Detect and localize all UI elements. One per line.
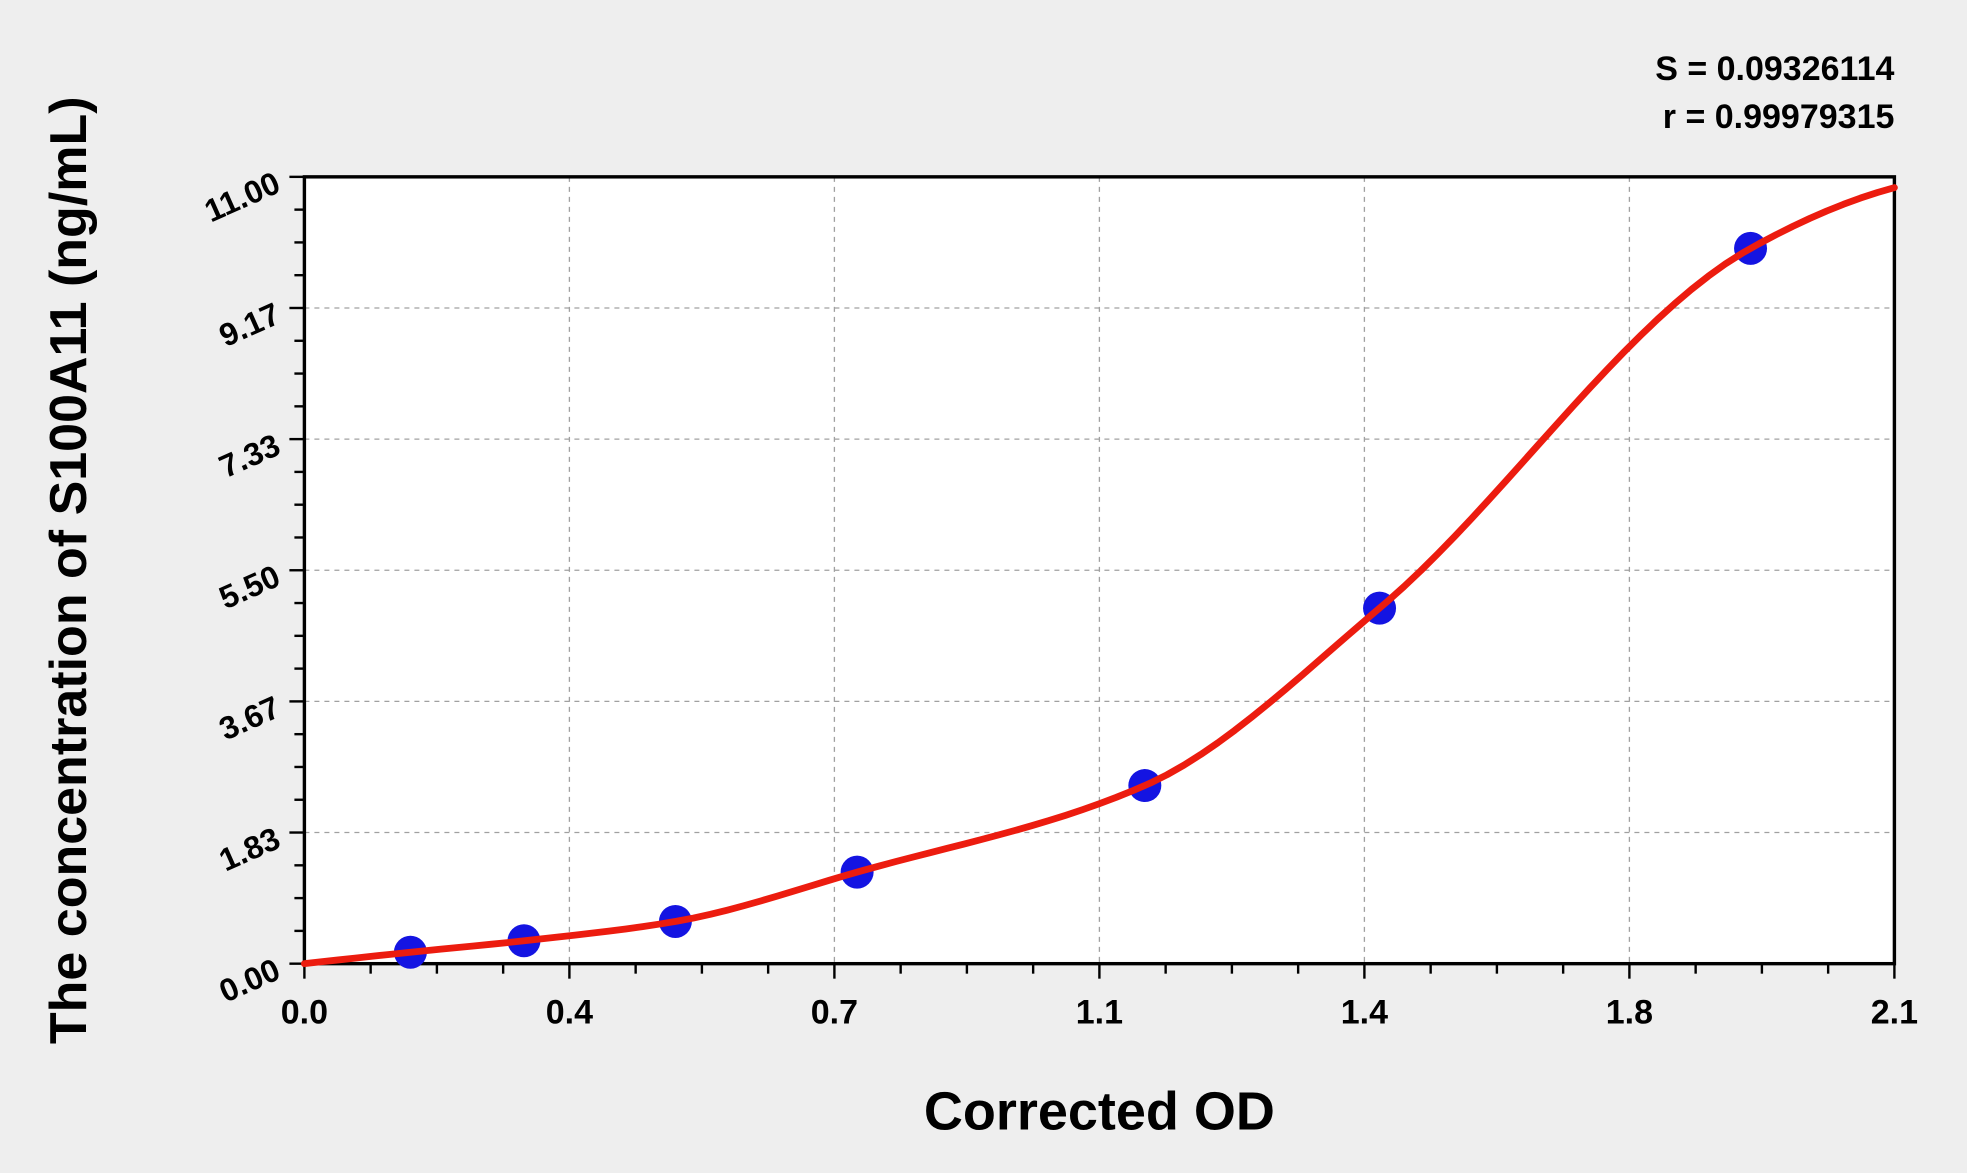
svg-text:S = 0.09326114: S = 0.09326114: [1655, 50, 1894, 88]
svg-text:1.8: 1.8: [1606, 994, 1653, 1032]
svg-text:0.0: 0.0: [281, 994, 328, 1032]
svg-text:1.4: 1.4: [1341, 994, 1388, 1032]
svg-text:1.1: 1.1: [1076, 994, 1123, 1032]
svg-text:The concentration of S100A11 (: The concentration of S100A11 (ng/mL): [40, 96, 98, 1044]
svg-text:0.7: 0.7: [811, 994, 858, 1032]
svg-text:2.1: 2.1: [1871, 994, 1918, 1032]
svg-text:0.4: 0.4: [546, 994, 593, 1032]
svg-text:r = 0.99979315: r = 0.99979315: [1663, 98, 1895, 136]
svg-text:Corrected OD: Corrected OD: [924, 1082, 1275, 1142]
